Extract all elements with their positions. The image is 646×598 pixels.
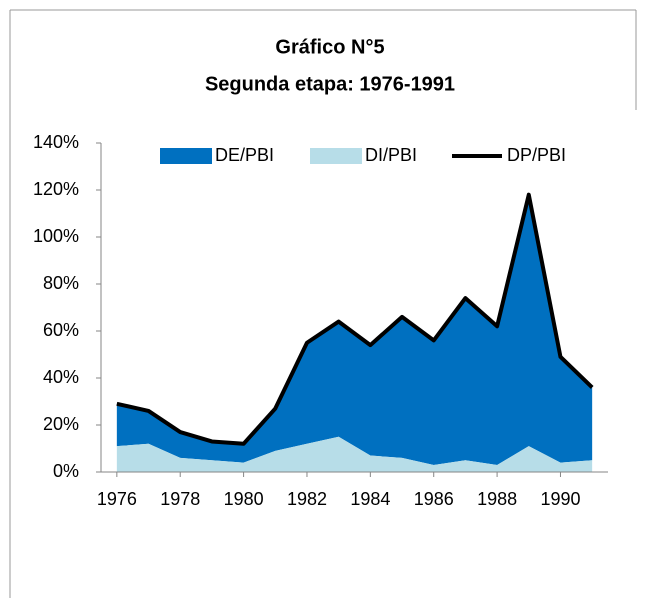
line — [116, 192, 594, 446]
y-tick-label: 60% — [43, 320, 79, 340]
x-tick-label: 1976 — [97, 489, 137, 509]
x-tick-label: 1988 — [477, 489, 517, 509]
x-tick-label: 1978 — [160, 489, 200, 509]
y-tick-label: 120% — [33, 179, 79, 199]
y-tick-label: 0% — [53, 461, 79, 481]
x-tick-label: 1980 — [224, 489, 264, 509]
legend-label: DP/PBI — [507, 145, 566, 165]
y-tick-label: 40% — [43, 367, 79, 387]
chart-title: Gráfico N°5 — [275, 36, 384, 58]
x-tick-label: 1984 — [350, 489, 390, 509]
area — [116, 436, 593, 472]
x-tick-label: 1986 — [414, 489, 454, 509]
x-tick-label: 1990 — [540, 489, 580, 509]
legend-label: DI/PBI — [365, 145, 417, 165]
legend-label: DE/PBI — [215, 145, 274, 165]
legend-swatch — [160, 148, 212, 164]
y-tick-label: 20% — [43, 414, 79, 434]
area — [116, 194, 593, 465]
y-tick-label: 100% — [33, 226, 79, 246]
legend-swatch — [310, 148, 362, 164]
chart-subtitle: Segunda etapa: 1976-1991 — [205, 73, 455, 95]
y-tick-label: 140% — [33, 132, 79, 152]
y-tick-label: 80% — [43, 273, 79, 293]
x-tick-label: 1982 — [287, 489, 327, 509]
